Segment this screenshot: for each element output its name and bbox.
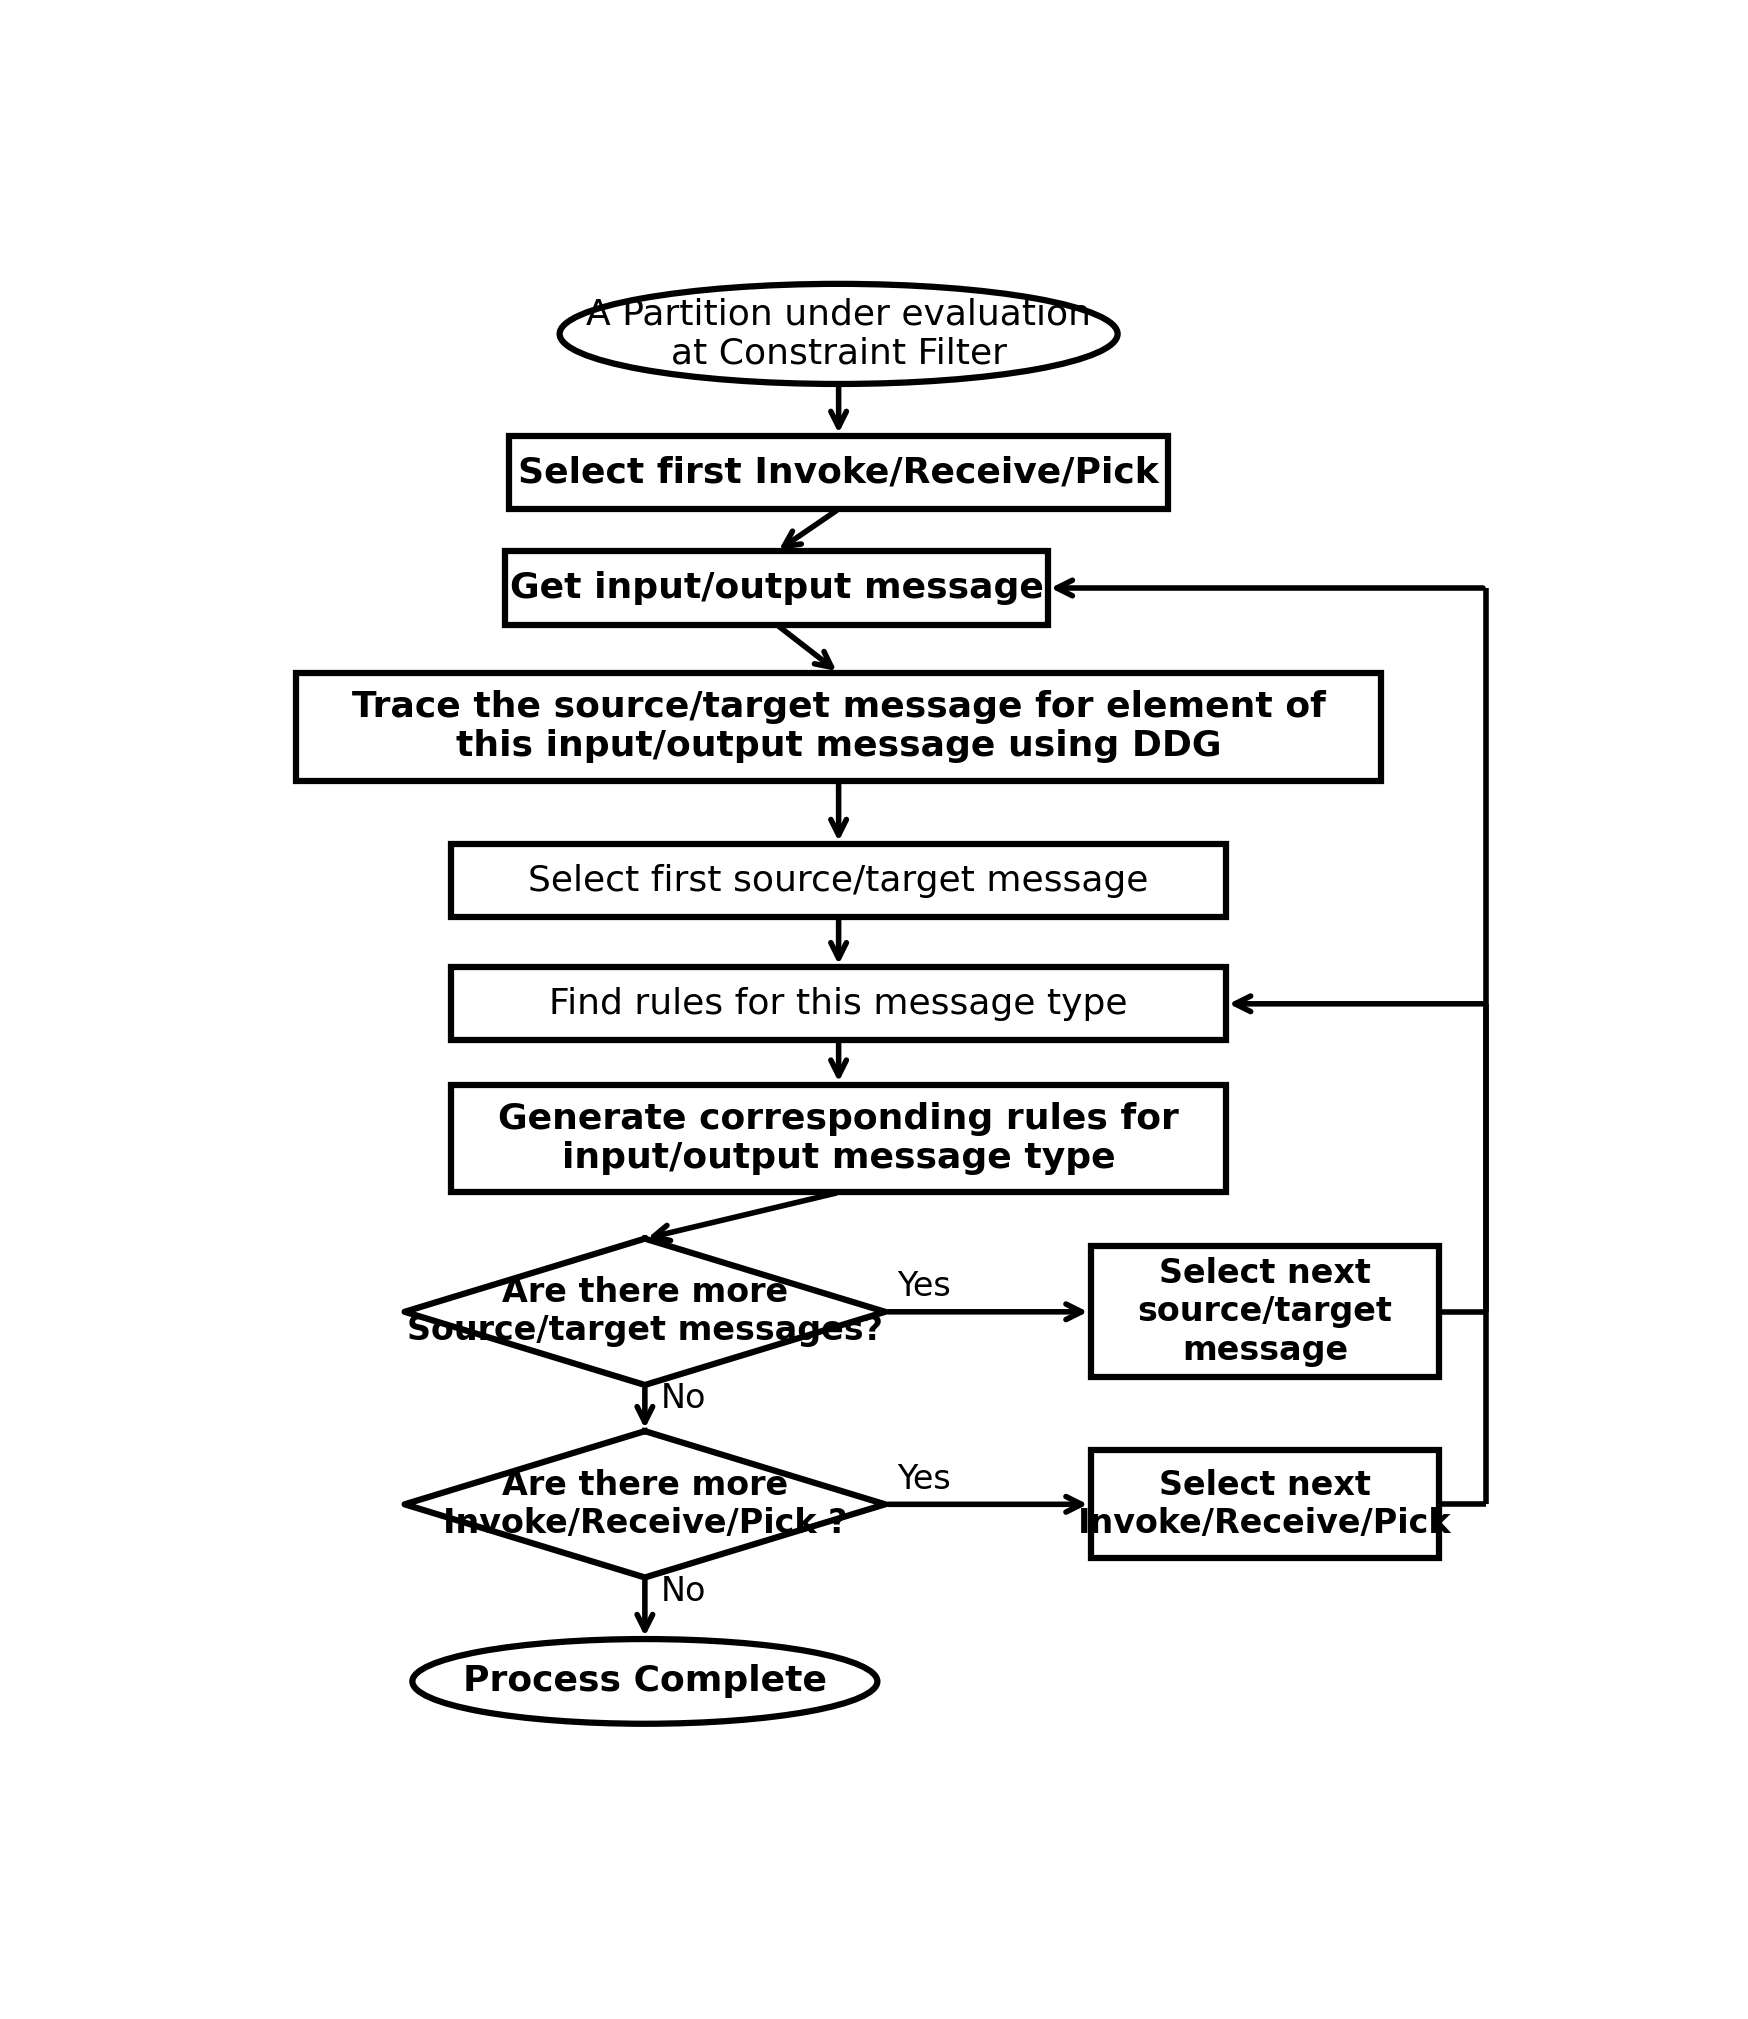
- Text: Trace the source/target message for element of
this input/output message using D: Trace the source/target message for elem…: [351, 690, 1325, 763]
- Text: Select first Invoke/Receive/Pick: Select first Invoke/Receive/Pick: [517, 456, 1159, 489]
- FancyBboxPatch shape: [295, 672, 1381, 781]
- Text: No: No: [661, 1575, 706, 1607]
- Text: Find rules for this message type: Find rules for this message type: [549, 987, 1127, 1022]
- Ellipse shape: [413, 1639, 877, 1724]
- FancyBboxPatch shape: [1089, 1450, 1439, 1559]
- Text: Process Complete: Process Complete: [463, 1664, 827, 1698]
- Text: A Partition under evaluation
at Constraint Filter: A Partition under evaluation at Constrai…: [586, 297, 1091, 371]
- Text: Yes: Yes: [897, 1464, 949, 1496]
- FancyBboxPatch shape: [451, 967, 1225, 1040]
- Text: Get input/output message: Get input/output message: [509, 571, 1044, 606]
- FancyBboxPatch shape: [1089, 1246, 1439, 1377]
- FancyBboxPatch shape: [505, 551, 1047, 624]
- Text: Are there more
Source/target messages?: Are there more Source/target messages?: [407, 1276, 883, 1347]
- Ellipse shape: [559, 285, 1117, 384]
- Text: Select first source/target message: Select first source/target message: [528, 864, 1148, 898]
- Text: Select next
source/target
message: Select next source/target message: [1136, 1258, 1391, 1367]
- Text: Generate corresponding rules for
input/output message type: Generate corresponding rules for input/o…: [498, 1102, 1178, 1175]
- Polygon shape: [404, 1240, 884, 1385]
- Text: Yes: Yes: [897, 1270, 949, 1304]
- Text: Select next
Invoke/Receive/Pick: Select next Invoke/Receive/Pick: [1077, 1468, 1451, 1540]
- FancyBboxPatch shape: [451, 844, 1225, 917]
- Text: Are there more
Invoke/Receive/Pick ?: Are there more Invoke/Receive/Pick ?: [442, 1468, 846, 1540]
- Polygon shape: [404, 1431, 884, 1577]
- FancyBboxPatch shape: [509, 436, 1168, 509]
- FancyBboxPatch shape: [451, 1084, 1225, 1193]
- Text: No: No: [661, 1383, 706, 1415]
